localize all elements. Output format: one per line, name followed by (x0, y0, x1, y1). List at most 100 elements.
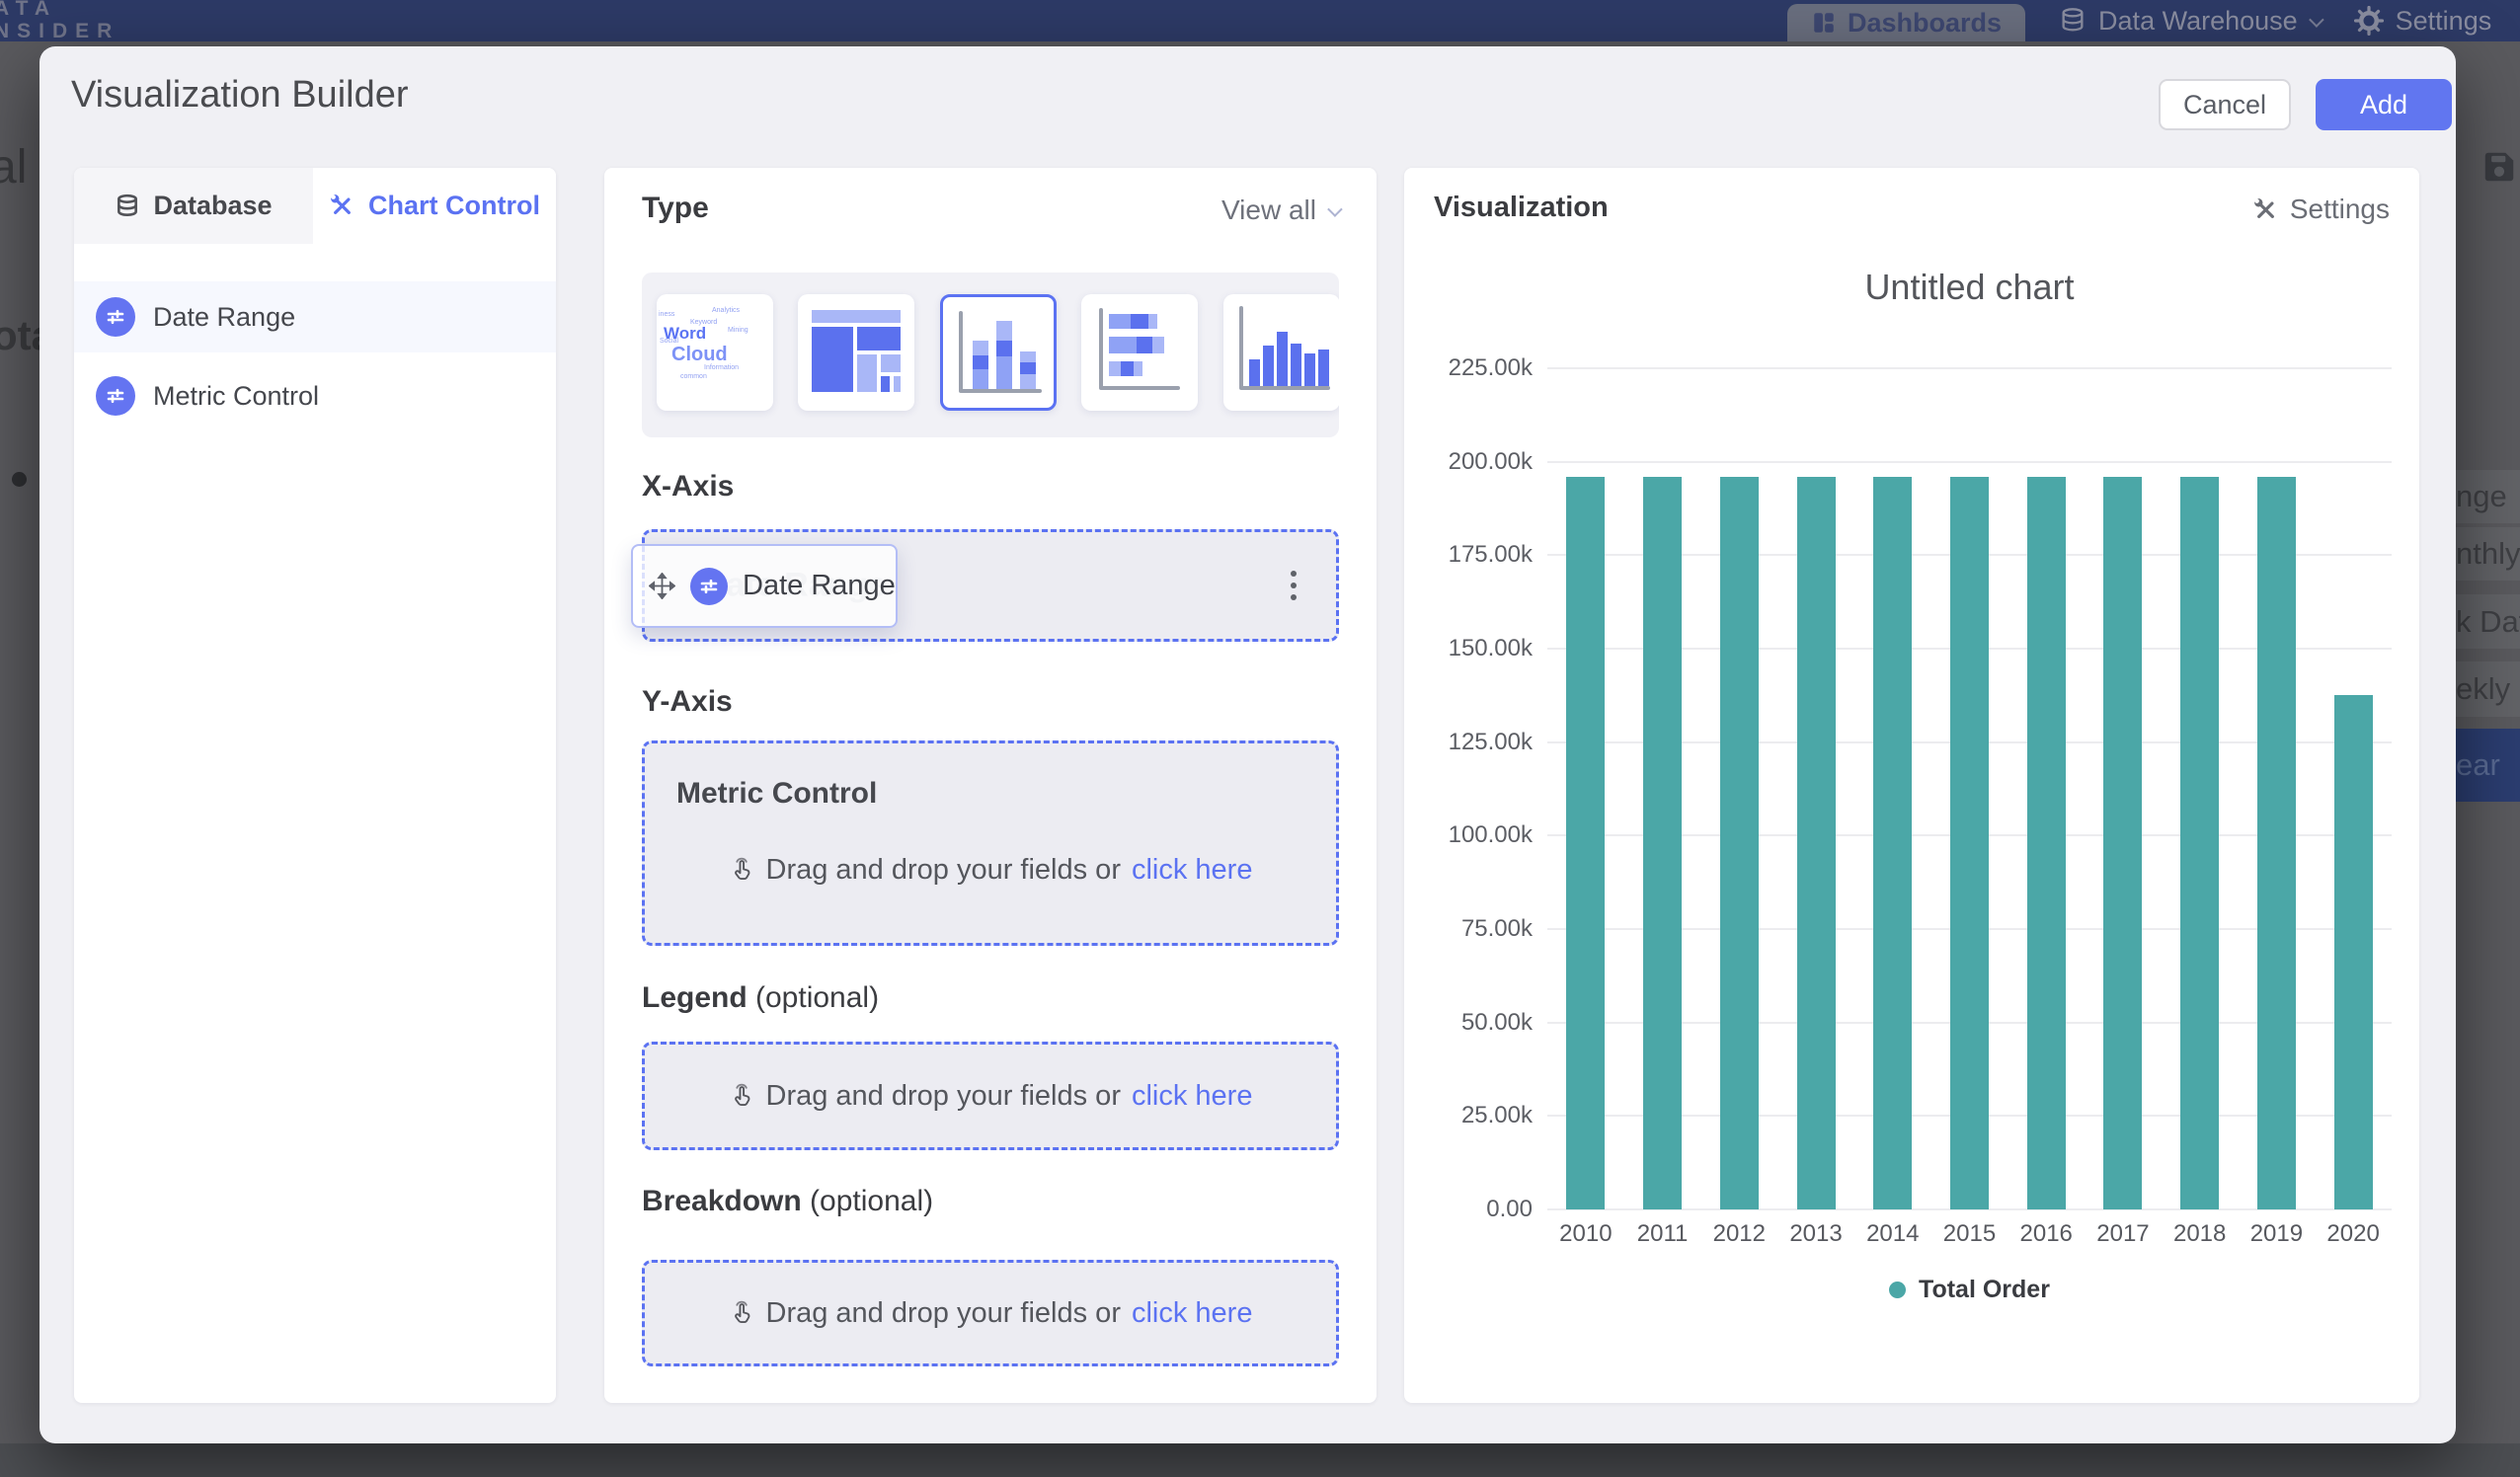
chart-type-card-treemap[interactable] (798, 294, 914, 411)
tab-label: Chart Control (368, 191, 540, 221)
x-axis-tick-label: 2015 (1929, 1220, 2011, 1248)
tune-icon (96, 297, 135, 337)
chart-bar-2017 (2103, 477, 2142, 1209)
click-here-link[interactable]: click here (1132, 1297, 1253, 1330)
word-cloud-small-word: common (680, 373, 707, 380)
chart-bar-2015 (1950, 477, 1989, 1209)
mini-bar (1291, 344, 1301, 386)
brand-logo: ATANSIDER (0, 0, 119, 42)
x-axis-tick-label: 2016 (2005, 1220, 2087, 1248)
top-nav-bar: ATANSIDER Dashboards Data Warehouse Sett (0, 0, 2520, 41)
drop-hint: Drag and drop your fields or click here (645, 854, 1336, 887)
x-axis-tick-label: 2012 (1697, 1220, 1780, 1248)
chart-bar-2020 (2334, 695, 2373, 1209)
tab-label: Database (153, 191, 272, 221)
x-axis-drop-zone[interactable]: Date Range Date Range (642, 529, 1339, 642)
mini-axis (959, 389, 1042, 393)
field-label: Metric Control (153, 381, 319, 412)
click-here-link[interactable]: click here (1132, 1080, 1253, 1113)
word-cloud-small-word: Mining (728, 327, 748, 334)
mini-bar (1304, 353, 1315, 386)
tab-chart-control[interactable]: Chart Control (313, 168, 556, 244)
treemap-rect (894, 376, 901, 392)
legend-series-label: Total Order (1919, 1276, 2050, 1304)
chart-bar-2014 (1873, 477, 1912, 1209)
background-bullet (12, 472, 27, 487)
nav-item-dashboards[interactable]: Dashboards (1787, 4, 2025, 41)
mini-bar (1109, 314, 1131, 329)
click-here-link[interactable]: click here (1132, 854, 1253, 887)
breakdown-drop-zone[interactable]: Drag and drop your fields or click here (642, 1260, 1339, 1366)
word-cloud-small-word: Keyword (690, 319, 717, 326)
mini-bar (1134, 361, 1142, 376)
y-axis-tick-label: 0.00 (1404, 1196, 1533, 1223)
chevron-down-icon (2309, 12, 2324, 28)
nav-item-settings[interactable]: Settings (2354, 0, 2492, 41)
mini-bar (1277, 332, 1288, 386)
mini-axis (959, 311, 963, 392)
drop-hint: Drag and drop your fields or click here (729, 1297, 1253, 1330)
chart-type-card-stacked-bar[interactable] (1081, 294, 1198, 411)
chart-bar-2012 (1720, 477, 1759, 1209)
kebab-menu-icon[interactable] (1291, 571, 1297, 600)
mini-bar (973, 341, 988, 355)
chart-bar-2011 (1643, 477, 1682, 1209)
tap-hand-icon (729, 1083, 755, 1110)
chart-legend-item[interactable]: Total Order (1547, 1276, 2392, 1304)
x-axis-tick-label: 2013 (1774, 1220, 1857, 1248)
field-item-date-range[interactable]: Date Range (74, 281, 556, 352)
dashboard-grid-icon (1811, 10, 1837, 36)
chart-type-strip: Word Cloud inessAnalyticsKeywordMiningSo… (642, 272, 1339, 437)
y-axis-drop-zone[interactable]: Metric Control Drag and drop your fields… (642, 740, 1339, 946)
mini-bar (1109, 361, 1121, 376)
drop-hint: Drag and drop your fields or click here (729, 1080, 1253, 1113)
chart-bar-2016 (2027, 477, 2066, 1209)
cancel-button[interactable]: Cancel (2159, 79, 2291, 130)
view-all-dropdown[interactable]: View all (1221, 194, 1339, 226)
mini-bar (1318, 350, 1329, 386)
field-label: Date Range (153, 302, 295, 333)
y-axis-tick-label: 75.00k (1404, 915, 1533, 943)
x-axis-tick-label: 2018 (2159, 1220, 2242, 1248)
chart-bar-2010 (1566, 477, 1605, 1209)
chart-settings-button[interactable]: Settings (2252, 194, 2390, 225)
mini-bar (1148, 314, 1157, 329)
tune-icon (96, 376, 135, 416)
top-nav: Dashboards Data Warehouse Settings (1787, 0, 2491, 41)
chart-type-card-stacked-column[interactable] (940, 294, 1057, 411)
view-all-label: View all (1221, 194, 1316, 226)
tap-hand-icon (729, 1300, 755, 1327)
nav-label: Dashboards (1848, 8, 2002, 39)
drop-text: Drag and drop your fields or (766, 854, 1121, 887)
visualization-panel: Visualization Settings Untitled chart 0.… (1404, 168, 2419, 1403)
gear-icon (2354, 6, 2384, 36)
page-title: Visualization Builder (71, 74, 409, 117)
tab-database[interactable]: Database (74, 168, 313, 244)
background-bottom-bar (0, 1443, 2520, 1477)
visualization-builder-modal: Visualization Builder Cancel Add Databas… (39, 46, 2456, 1443)
visualization-title: Visualization (1434, 192, 1609, 224)
mini-bar (1020, 374, 1036, 389)
mini-bar (996, 356, 1012, 389)
mini-bar (1131, 314, 1148, 329)
word-cloud-small-word: Social (660, 338, 678, 345)
mini-bar (1137, 337, 1152, 353)
treemap-rect (812, 310, 901, 323)
x-axis-tick-label: 2011 (1621, 1220, 1704, 1248)
nav-item-data-warehouse[interactable]: Data Warehouse (2059, 0, 2321, 41)
chart-type-card-word-cloud[interactable]: Word Cloud inessAnalyticsKeywordMiningSo… (657, 294, 773, 411)
tap-hand-icon (729, 857, 755, 884)
add-button[interactable]: Add (2316, 79, 2452, 130)
metric-control-group-label: Metric Control (676, 777, 877, 811)
database-icon (115, 194, 140, 219)
background-menu-item: nthly (2454, 527, 2520, 581)
y-axis-section-label: Y-Axis (642, 685, 733, 719)
treemap-rect (881, 354, 901, 372)
x-axis-tick-label: 2010 (1544, 1220, 1627, 1248)
legend-drop-zone[interactable]: Drag and drop your fields or click here (642, 1042, 1339, 1150)
field-item-metric-control[interactable]: Metric Control (74, 360, 556, 431)
date-range-chip[interactable]: Date Range (631, 544, 898, 628)
background-menu-item: ekly (2454, 661, 2520, 717)
x-axis-tick-label: 2017 (2082, 1220, 2165, 1248)
chart-type-card-column[interactable] (1223, 294, 1339, 411)
